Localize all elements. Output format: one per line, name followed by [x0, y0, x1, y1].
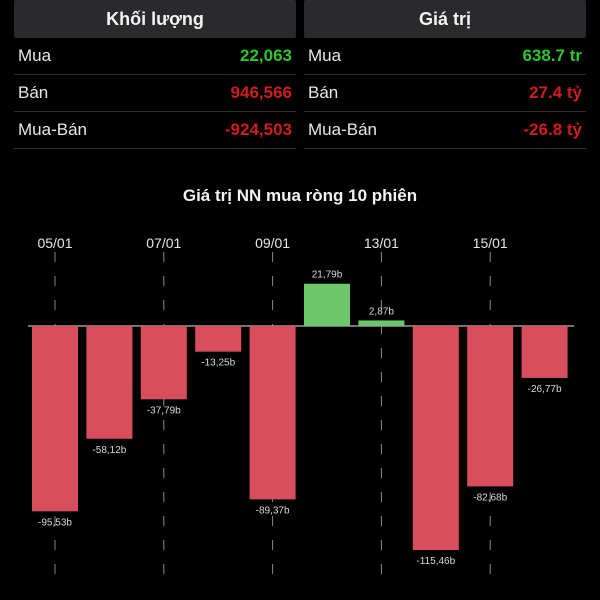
chart-title: Giá trị NN mua ròng 10 phiên [182, 186, 418, 205]
value-buy-label: Mua [308, 46, 342, 65]
bar[interactable] [32, 326, 78, 512]
bar-value-label: -58,12b [92, 445, 126, 456]
bar-value-label: -37,79b [147, 405, 181, 416]
volume-row-net: Mua-Bán -924,503 [14, 112, 296, 149]
net-buy-bar-chart: 05/01 07/01 09/01 13/01 15/01 -95,53b -58,12b -… [28, 235, 574, 575]
value-sell-value: 27.4 tỷ [529, 83, 582, 102]
bar[interactable] [358, 320, 405, 326]
volume-panel: Khối lượng Mua 22,063 Bán 946,566 Mua-Bá… [14, 0, 296, 149]
bar[interactable] [86, 326, 133, 439]
volume-sell-value: 946,566 [230, 83, 292, 102]
bar-value-label: -13,25b [201, 358, 235, 369]
bar[interactable] [521, 326, 568, 378]
value-net-label: Mua-Bán [308, 120, 377, 139]
value-panel: Giá trị Mua 638.7 tr Bán 27.4 tỷ Mua-Bán… [304, 0, 586, 149]
x-tick-label: 07/01 [146, 235, 181, 251]
bar-value-label: -89,37b [256, 505, 290, 516]
bar[interactable] [140, 326, 187, 400]
bar-value-label: -115,46b [416, 556, 455, 567]
volume-buy-label: Mua [18, 46, 52, 65]
volume-buy-value: 22,063 [240, 46, 292, 65]
value-row-sell: Bán 27.4 tỷ [304, 75, 586, 112]
bar[interactable] [249, 326, 296, 500]
volume-net-label: Mua-Bán [18, 120, 87, 139]
bar-value-label: -82,68b [473, 492, 507, 503]
bar[interactable] [412, 326, 459, 550]
bar[interactable] [195, 326, 242, 352]
x-tick-label: 05/01 [37, 235, 72, 251]
x-tick-label: 09/01 [255, 235, 290, 251]
x-tick-label: 15/01 [473, 235, 508, 251]
volume-panel-title: Khối lượng [14, 0, 296, 38]
bar-value-label: 2,87b [369, 306, 394, 317]
value-panel-title: Giá trị [304, 0, 586, 38]
bar-value-label: -95,53b [38, 517, 72, 528]
volume-net-value: -924,503 [224, 120, 292, 139]
volume-row-sell: Bán 946,566 [14, 75, 296, 112]
value-sell-label: Bán [308, 83, 339, 102]
x-tick-label: 13/01 [364, 235, 399, 251]
volume-row-buy: Mua 22,063 [14, 38, 296, 75]
bar-value-label: 21,79b [312, 270, 343, 281]
bar[interactable] [467, 326, 514, 487]
value-row-net: Mua-Bán -26.8 tỷ [304, 112, 586, 149]
value-net-value: -26.8 tỷ [523, 120, 582, 139]
bar-value-label: -26,77b [528, 384, 562, 395]
bar[interactable] [304, 283, 350, 326]
volume-sell-label: Bán [18, 83, 49, 102]
value-row-buy: Mua 638.7 tr [304, 38, 586, 75]
value-buy-value: 638.7 tr [522, 46, 582, 65]
